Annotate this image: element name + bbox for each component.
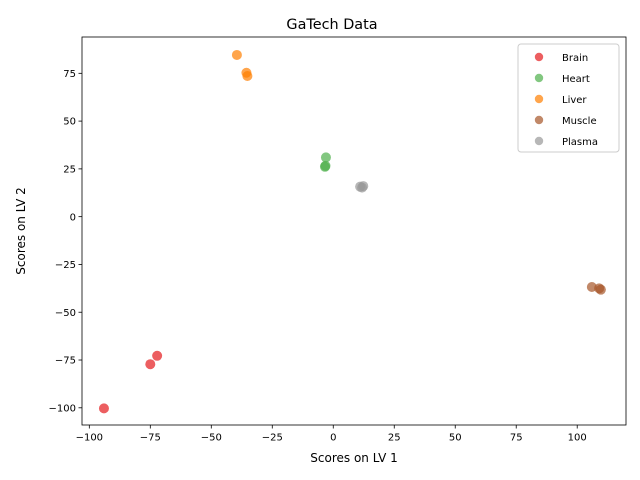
legend-label-muscle: Muscle bbox=[562, 116, 597, 127]
legend-label-liver: Liver bbox=[562, 95, 587, 106]
y-tick-label: 0 bbox=[70, 212, 76, 223]
legend-marker-plasma bbox=[534, 136, 544, 146]
legend-marker-muscle bbox=[534, 115, 544, 125]
x-axis: −100 −75 −50 −25 0 25 50 75 100 bbox=[76, 425, 587, 444]
x-tick-label: −100 bbox=[76, 433, 103, 444]
legend-label-plasma: Plasma bbox=[562, 137, 598, 148]
x-tick-label: −25 bbox=[262, 433, 283, 444]
data-point-liver-3 bbox=[242, 70, 253, 81]
x-tick-label: 0 bbox=[330, 433, 336, 444]
y-axis: −100 −75 −50 −25 0 25 50 75 bbox=[49, 69, 82, 414]
legend: Brain Heart Liver Muscle Plasma bbox=[517, 43, 620, 153]
points-layer bbox=[98, 49, 606, 414]
data-point-plasma-3 bbox=[358, 181, 369, 192]
x-tick-label: 50 bbox=[449, 433, 462, 444]
x-tick-label: −75 bbox=[140, 433, 161, 444]
legend-label-heart: Heart bbox=[562, 74, 590, 85]
data-point-brain-1 bbox=[98, 403, 109, 414]
x-tick-label: 75 bbox=[510, 433, 523, 444]
y-axis-label: Scores on LV 2 bbox=[14, 187, 28, 274]
y-tick-label: 25 bbox=[63, 164, 76, 175]
x-tick-label: −50 bbox=[201, 433, 222, 444]
y-tick-label: 50 bbox=[63, 117, 76, 128]
data-point-muscle-3 bbox=[595, 284, 606, 295]
y-tick-label: −75 bbox=[55, 356, 76, 367]
x-axis-label: Scores on LV 1 bbox=[310, 451, 397, 465]
x-tick-label: 25 bbox=[388, 433, 401, 444]
legend-marker-heart bbox=[534, 73, 544, 83]
legend-marker-liver bbox=[534, 94, 544, 104]
chart-title: GaTech Data bbox=[286, 17, 377, 33]
data-point-heart-1 bbox=[320, 152, 331, 163]
data-point-heart-3 bbox=[319, 161, 330, 172]
y-tick-label: 75 bbox=[63, 69, 76, 80]
y-tick-label: −100 bbox=[49, 403, 76, 414]
data-point-brain-2 bbox=[145, 359, 156, 370]
data-point-liver-1 bbox=[231, 49, 242, 60]
legend-marker-brain bbox=[534, 52, 544, 62]
legend-frame bbox=[517, 43, 620, 153]
plot-frame bbox=[81, 36, 627, 426]
legend-label-brain: Brain bbox=[562, 53, 588, 64]
y-tick-label: −50 bbox=[55, 308, 76, 319]
x-tick-label: 100 bbox=[568, 433, 587, 444]
data-point-brain-3 bbox=[152, 350, 163, 361]
y-tick-label: −25 bbox=[55, 260, 76, 271]
